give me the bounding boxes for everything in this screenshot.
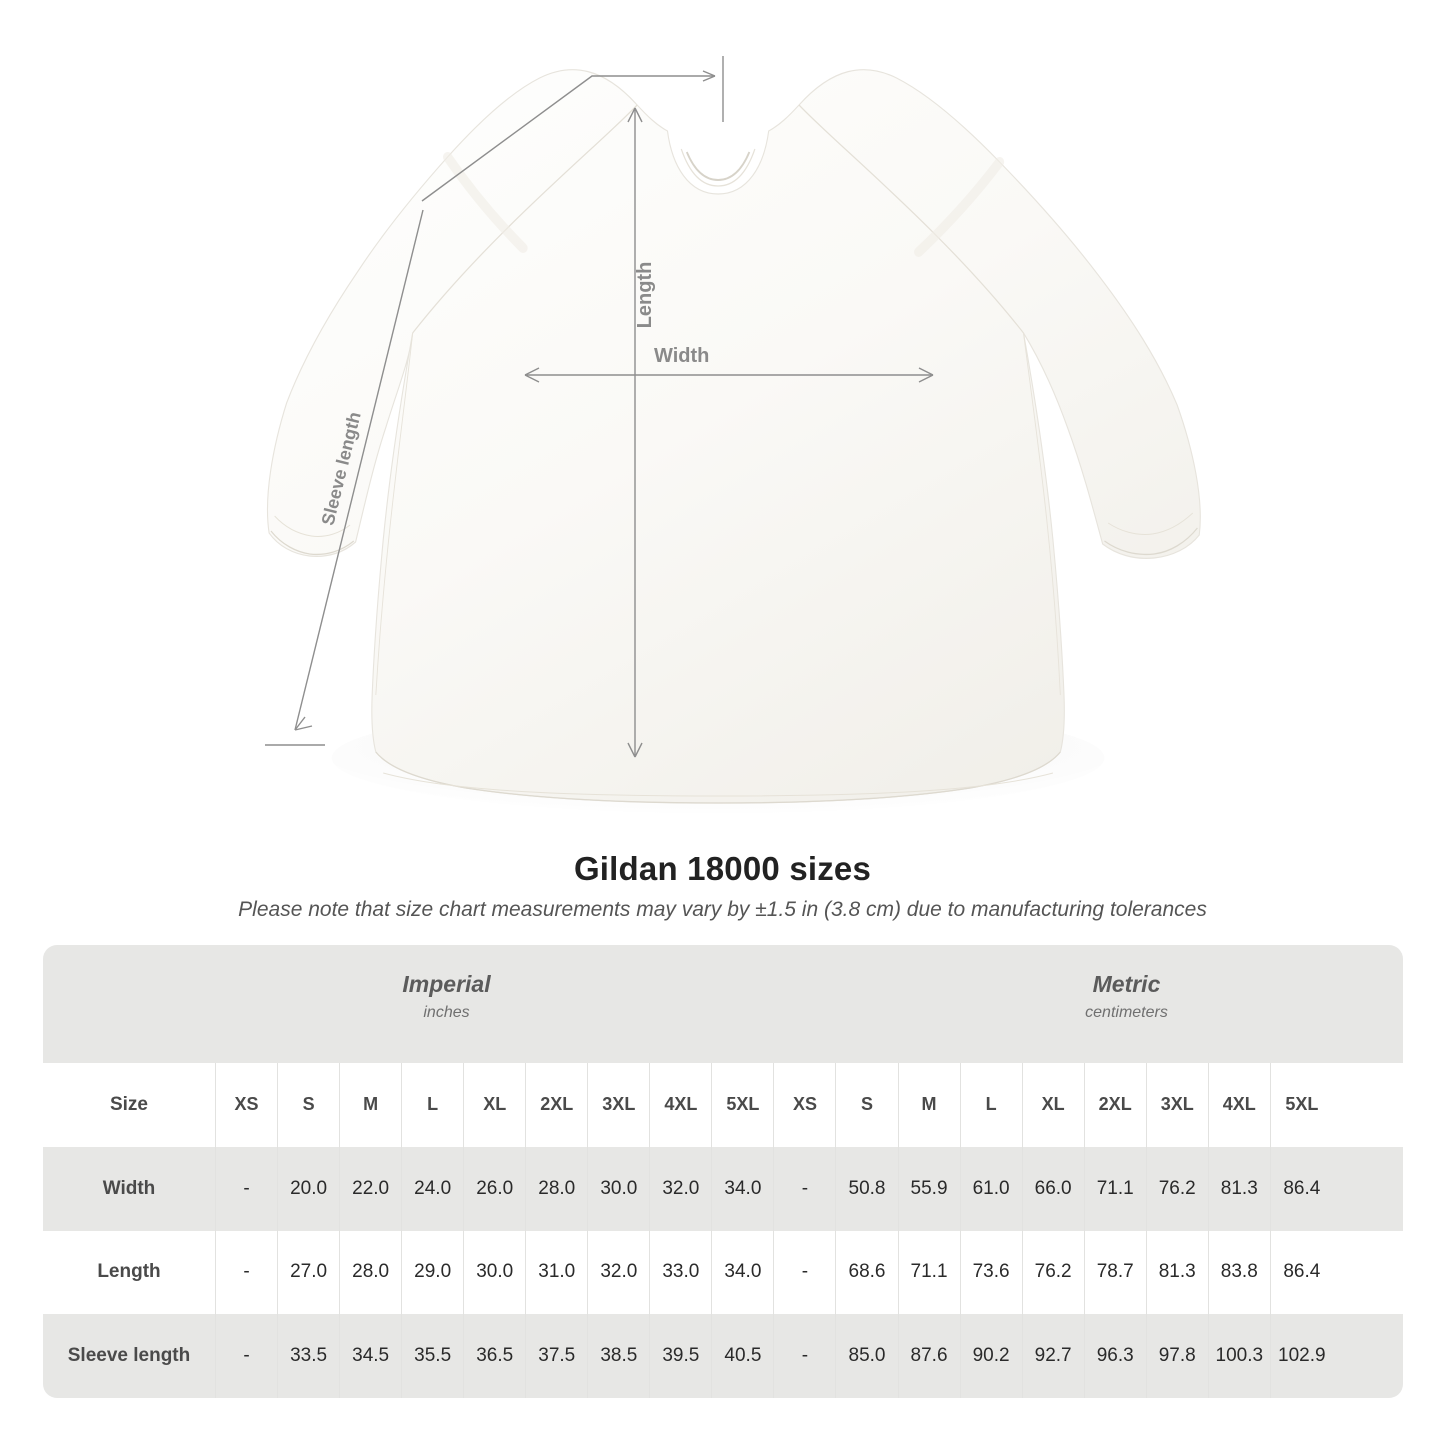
svg-text:Width: Width: [654, 345, 709, 367]
svg-text:Length: Length: [634, 262, 656, 329]
